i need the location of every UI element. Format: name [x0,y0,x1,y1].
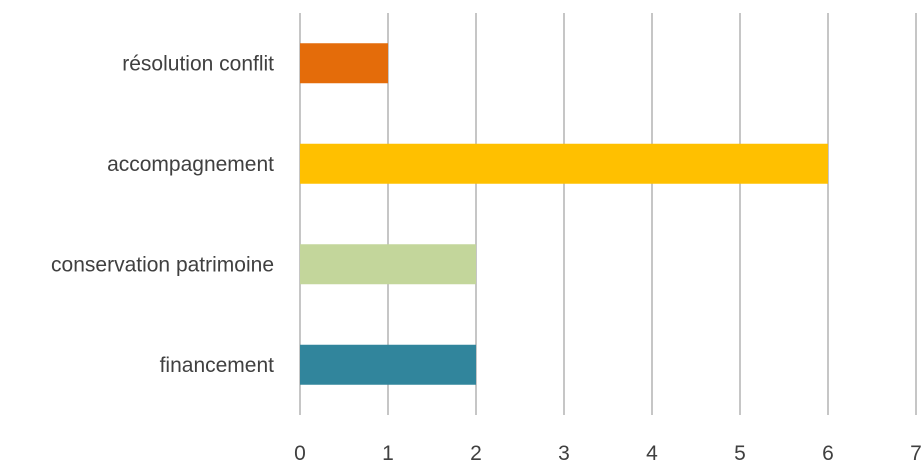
category-label: conservation patrimoine [51,253,274,276]
bar-accompagnement [300,143,828,184]
x-tick-label: 0 [294,442,306,462]
x-tick-label: 2 [470,442,482,462]
category-label: résolution conflit [122,52,274,75]
x-tick-label: 7 [910,442,922,462]
category-label: financement [160,354,275,377]
x-tick-label: 1 [382,442,394,462]
category-label: accompagnement [107,153,274,176]
bar-financement [300,344,476,385]
x-tick-label: 5 [734,442,746,462]
bars [300,43,828,385]
x-tick-label: 3 [558,442,570,462]
bar-résolution-conflit [300,43,388,84]
x-tick-label: 4 [646,442,658,462]
category-labels: résolution conflit accompagnement conserva… [51,52,274,377]
bar-conservation-patrimoine [300,244,476,285]
x-axis-tick-labels: 0 1 2 3 4 5 6 7 [294,442,922,462]
x-tick-label: 6 [822,442,834,462]
